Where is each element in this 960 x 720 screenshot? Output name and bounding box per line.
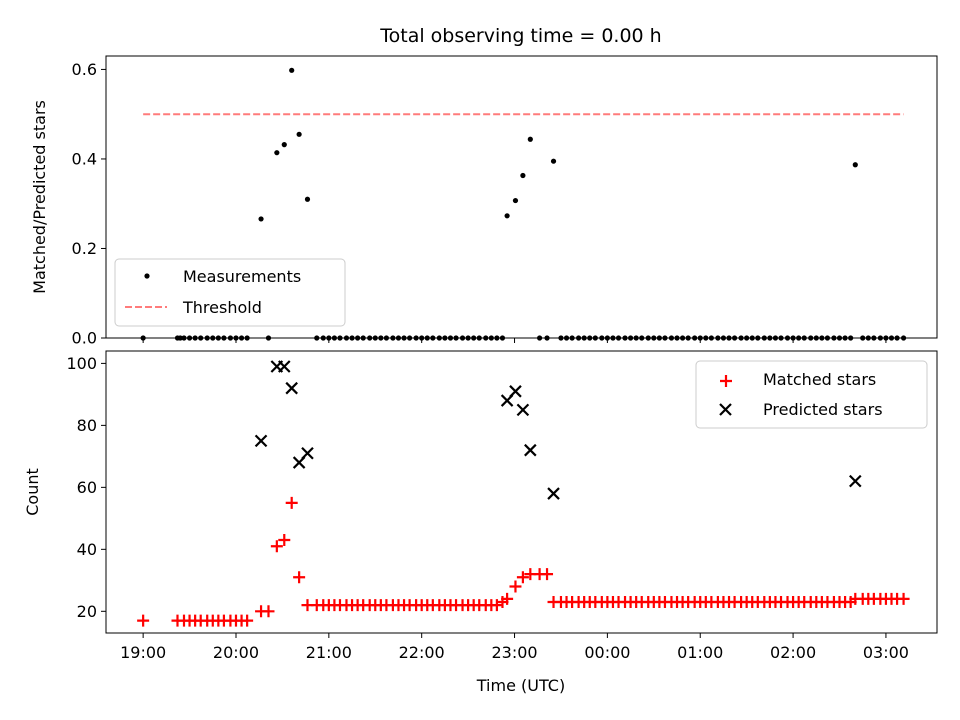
legend-marker-predicted-stars	[719, 403, 732, 416]
matched-stars-point	[137, 614, 150, 627]
bottom-x-tick-label: 19:00	[120, 643, 166, 662]
matched-stars-point	[516, 571, 529, 584]
top-panel: Total observing time = 0.00 h Matched/Pr…	[30, 25, 938, 348]
measurements-point	[289, 67, 295, 73]
bottom-y-tick-label: 20	[77, 602, 97, 621]
measurements-point	[852, 162, 858, 168]
top-axes-frame	[105, 55, 938, 339]
bottom-axes: 20 40 60 80 100 19:00 20:00 21:00 22:00 23:00 00:0…	[66, 350, 938, 662]
measurements-point	[258, 216, 264, 222]
top-y-tick-label: 0.6	[72, 60, 97, 79]
top-y-tick-label: 0.2	[72, 239, 97, 258]
measurements-point	[296, 131, 302, 137]
matched-stars-point	[278, 534, 291, 547]
matched-stars-point	[541, 568, 554, 581]
bottom-panel: Count Time (UTC) 20 40 60 80 100 19:00 20:00 21…	[23, 350, 938, 695]
measurements-point	[274, 150, 280, 156]
bottom-y-tick-label: 100	[66, 354, 97, 373]
top-y-tick-label: 0.4	[72, 149, 97, 168]
matched-stars-point	[293, 571, 306, 584]
top-panel-title: Total observing time = 0.00 h	[379, 25, 661, 47]
bottom-plot-content	[137, 360, 910, 627]
measurements-point	[512, 197, 519, 204]
bottom-x-axis-label: Time (UTC)	[476, 676, 565, 695]
matched-stars-point	[897, 592, 910, 605]
predicted-stars-point	[301, 446, 314, 460]
measurements-point	[550, 158, 557, 164]
predicted-stars-point	[524, 443, 537, 457]
bottom-x-tick-label: 03:00	[863, 643, 909, 662]
matched-stars-point	[501, 592, 514, 605]
predicted-stars-point	[254, 434, 268, 448]
legend-marker-matched-stars	[720, 375, 732, 387]
matched-stars-point	[285, 496, 298, 509]
bottom-x-tick-label: 21:00	[306, 643, 352, 662]
predicted-stars-point	[849, 474, 862, 488]
measurements-point	[527, 136, 533, 142]
legend-label-matched-stars: Matched stars	[763, 370, 876, 389]
bottom-x-tick-label: 01:00	[677, 643, 723, 662]
bottom-legend: Matched stars Predicted stars	[695, 360, 928, 429]
matched-stars-point	[262, 605, 275, 618]
predicted-stars-point	[277, 360, 291, 373]
top-y-axis-label: Matched/Predicted stars	[30, 100, 49, 294]
bottom-x-tick-label: 22:00	[399, 643, 445, 662]
bottom-axes-frame	[105, 350, 938, 634]
measurements-point	[304, 196, 311, 202]
matched-stars-point	[509, 580, 522, 593]
bottom-legend-box	[695, 360, 928, 429]
legend-label-threshold: Threshold	[182, 298, 262, 317]
matched-stars-point	[270, 540, 283, 553]
bottom-y-axis-label: Count	[23, 468, 42, 516]
predicted-stars-point	[516, 403, 530, 417]
matched-stars-point	[490, 599, 503, 612]
measurements-point	[281, 142, 287, 148]
legend-marker-measurements	[144, 273, 150, 279]
top-legend: Measurements Threshold	[114, 258, 346, 327]
bottom-y-tick-label: 80	[77, 416, 97, 435]
predicted-stars-point	[547, 487, 560, 500]
measurements-point	[520, 172, 526, 179]
top-y-tick-label: 0.0	[72, 329, 97, 348]
measurements-point	[504, 213, 510, 219]
bottom-x-tick-label: 02:00	[770, 643, 816, 662]
legend-label-measurements: Measurements	[183, 267, 301, 286]
legend-label-predicted-stars: Predicted stars	[763, 400, 883, 419]
bottom-x-tick-label: 23:00	[491, 643, 537, 662]
bottom-y-tick-label: 40	[77, 540, 97, 559]
bottom-x-tick-label: 20:00	[213, 643, 259, 662]
predicted-stars-point	[509, 385, 522, 398]
bottom-y-tick-label: 60	[77, 478, 97, 497]
matched-stars-point	[241, 614, 254, 627]
predicted-stars-point	[285, 381, 298, 395]
top-legend-box	[114, 258, 346, 327]
bottom-x-tick-label: 00:00	[584, 643, 630, 662]
top-axes: 0.0 0.2 0.4 0.6	[72, 55, 938, 348]
